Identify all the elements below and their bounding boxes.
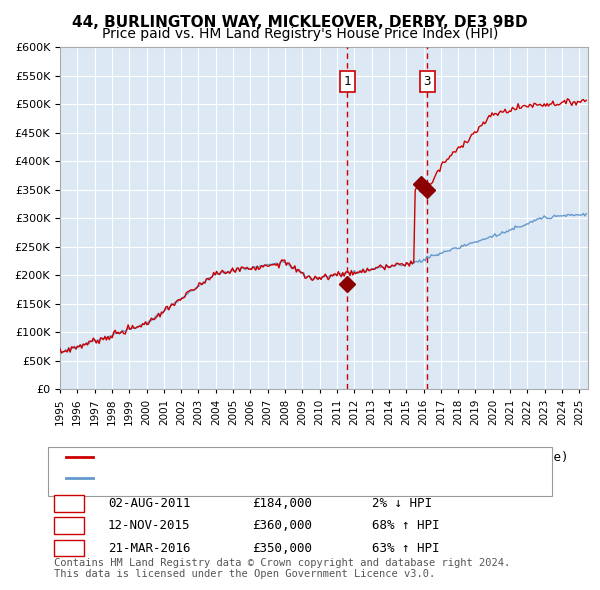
Text: 1: 1: [343, 75, 351, 88]
Text: 02-AUG-2011: 02-AUG-2011: [108, 497, 191, 510]
Text: Price paid vs. HM Land Registry's House Price Index (HPI): Price paid vs. HM Land Registry's House …: [102, 27, 498, 41]
Text: 3: 3: [424, 75, 431, 88]
Text: 3: 3: [65, 542, 73, 555]
Text: 44, BURLINGTON WAY, MICKLEOVER, DERBY, DE3 9BD (detached house): 44, BURLINGTON WAY, MICKLEOVER, DERBY, D…: [96, 451, 569, 464]
Text: 2: 2: [65, 519, 73, 532]
Text: 44, BURLINGTON WAY, MICKLEOVER, DERBY, DE3 9BD: 44, BURLINGTON WAY, MICKLEOVER, DERBY, D…: [72, 15, 528, 30]
Text: 12-NOV-2015: 12-NOV-2015: [108, 519, 191, 532]
Text: £360,000: £360,000: [252, 519, 312, 532]
Text: Contains HM Land Registry data © Crown copyright and database right 2024.
This d: Contains HM Land Registry data © Crown c…: [54, 558, 510, 579]
Text: 68% ↑ HPI: 68% ↑ HPI: [372, 519, 439, 532]
Text: HPI: Average price, detached house, City of Derby: HPI: Average price, detached house, City…: [96, 471, 464, 484]
Text: 63% ↑ HPI: 63% ↑ HPI: [372, 542, 439, 555]
Text: 1: 1: [65, 497, 73, 510]
Text: £350,000: £350,000: [252, 542, 312, 555]
Text: £184,000: £184,000: [252, 497, 312, 510]
Text: 2% ↓ HPI: 2% ↓ HPI: [372, 497, 432, 510]
Text: 21-MAR-2016: 21-MAR-2016: [108, 542, 191, 555]
